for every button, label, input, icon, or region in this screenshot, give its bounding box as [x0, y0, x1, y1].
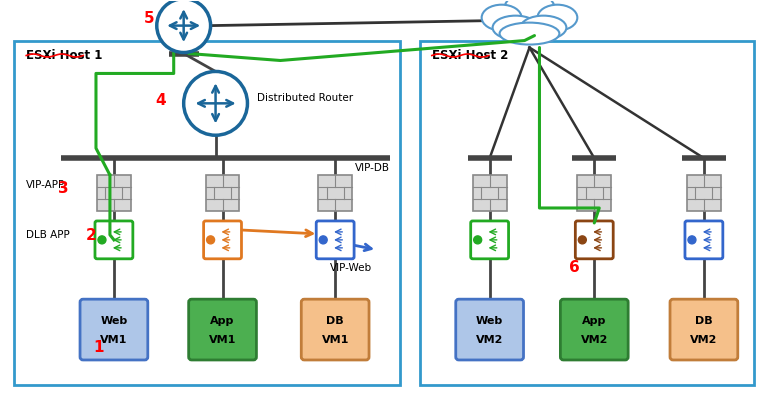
Text: ESXi Host 2: ESXi Host 2	[432, 49, 508, 62]
Ellipse shape	[520, 16, 566, 40]
Text: Web: Web	[100, 316, 127, 326]
Text: ESXi Host 1: ESXi Host 1	[26, 49, 102, 62]
Text: VIP-DB: VIP-DB	[355, 163, 390, 173]
Circle shape	[156, 0, 211, 53]
FancyBboxPatch shape	[95, 221, 133, 259]
Text: DLB APP: DLB APP	[26, 230, 70, 240]
FancyBboxPatch shape	[471, 221, 509, 259]
Text: DB: DB	[327, 316, 344, 326]
Text: VM1: VM1	[209, 335, 237, 344]
Circle shape	[319, 236, 327, 244]
FancyBboxPatch shape	[670, 299, 738, 360]
Text: 3: 3	[58, 181, 69, 195]
Circle shape	[578, 236, 586, 244]
Ellipse shape	[500, 22, 559, 44]
Circle shape	[98, 236, 106, 244]
Circle shape	[184, 71, 247, 135]
FancyBboxPatch shape	[578, 175, 611, 211]
FancyBboxPatch shape	[205, 175, 240, 211]
FancyBboxPatch shape	[188, 299, 256, 360]
Ellipse shape	[504, 0, 555, 22]
Text: App: App	[211, 316, 235, 326]
Text: 1: 1	[94, 340, 105, 355]
Text: VIP-Web: VIP-Web	[330, 263, 372, 273]
Text: Web: Web	[476, 316, 504, 326]
Text: 2: 2	[85, 228, 96, 244]
FancyBboxPatch shape	[685, 221, 723, 259]
Text: 4: 4	[156, 93, 166, 108]
FancyBboxPatch shape	[560, 299, 628, 360]
Text: VM2: VM2	[581, 335, 608, 344]
FancyBboxPatch shape	[687, 175, 721, 211]
Text: VIP-APP: VIP-APP	[26, 180, 66, 190]
FancyBboxPatch shape	[80, 299, 148, 360]
FancyBboxPatch shape	[204, 221, 241, 259]
Circle shape	[474, 236, 481, 244]
Text: App: App	[582, 316, 607, 326]
Text: DB: DB	[695, 316, 713, 326]
FancyBboxPatch shape	[318, 175, 352, 211]
Ellipse shape	[493, 16, 539, 40]
FancyBboxPatch shape	[456, 299, 523, 360]
Text: Distributed Router: Distributed Router	[257, 93, 353, 103]
FancyBboxPatch shape	[575, 221, 613, 259]
Circle shape	[688, 236, 696, 244]
Ellipse shape	[537, 4, 578, 31]
Text: VM2: VM2	[691, 335, 717, 344]
FancyBboxPatch shape	[301, 299, 369, 360]
Circle shape	[207, 236, 214, 244]
Ellipse shape	[481, 4, 522, 31]
FancyBboxPatch shape	[473, 175, 507, 211]
Text: 6: 6	[569, 260, 580, 275]
Text: VM1: VM1	[100, 335, 127, 344]
FancyBboxPatch shape	[97, 175, 131, 211]
FancyBboxPatch shape	[316, 221, 354, 259]
Text: VM1: VM1	[321, 335, 349, 344]
Text: VM2: VM2	[476, 335, 504, 344]
Text: 5: 5	[143, 11, 154, 26]
